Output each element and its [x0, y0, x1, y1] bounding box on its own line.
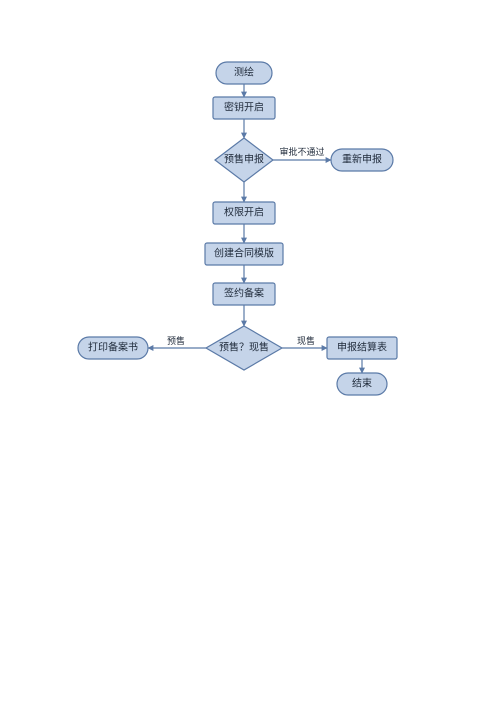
- node-n_template: 创建合同模版: [205, 243, 283, 265]
- node-shape: [205, 243, 283, 265]
- node-n_measure: 测绘: [216, 62, 272, 84]
- node-shape: [337, 373, 387, 395]
- node-shape: [206, 326, 282, 370]
- node-n_print: 打印备案书: [78, 337, 148, 359]
- node-n_retry: 重新申报: [331, 149, 393, 171]
- node-shape: [213, 97, 275, 119]
- node-n_key: 密钥开启: [213, 97, 275, 119]
- node-n_settle: 申报结算表: [327, 337, 397, 359]
- flowchart-canvas: 审批不通过预售 现售 测绘密钥开启预售申报 重新申报权限开启创建合同模版签约备案预售？…: [0, 0, 500, 707]
- nodes-group: 测绘密钥开启预售申报 重新申报权限开启创建合同模版签约备案预售？现售 打印备案书 申报…: [78, 62, 397, 395]
- node-shape: [327, 337, 397, 359]
- node-shape: [78, 337, 148, 359]
- node-n_sign: 签约备案: [213, 283, 275, 305]
- node-shape: [213, 283, 275, 305]
- edges-group: 审批不通过预售 现售: [148, 84, 362, 373]
- edge-label: 审批不通过: [279, 146, 324, 157]
- edge-label: 现售: [297, 335, 315, 346]
- node-shape: [213, 202, 275, 224]
- edge-label: 预售: [167, 335, 185, 346]
- node-n_presale: 预售申报: [215, 138, 273, 182]
- node-n_sale_q: 预售？现售: [206, 326, 282, 370]
- node-shape: [216, 62, 272, 84]
- node-n_end: 结束: [337, 373, 387, 395]
- node-n_perm: 权限开启: [213, 202, 275, 224]
- node-shape: [215, 138, 273, 182]
- node-shape: [331, 149, 393, 171]
